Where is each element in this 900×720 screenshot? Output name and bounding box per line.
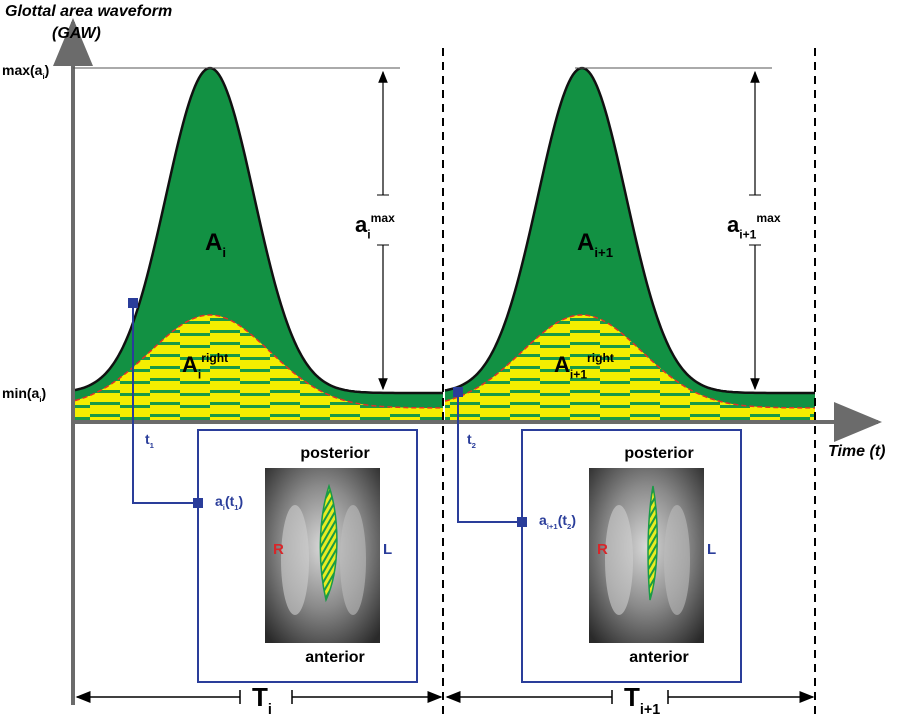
label-part: a [215,493,223,509]
image-right-label: L [707,541,716,558]
label-part: i [198,368,201,382]
glottis [647,485,658,601]
glottis [319,483,338,603]
image-frame [521,429,742,683]
label-part: ) [41,385,46,401]
label-part: A [205,229,222,256]
label-part: max(a [2,62,43,78]
label-part: a [355,212,368,237]
image-bottom-label: anterior [305,649,365,666]
label-part: a [539,512,547,528]
label-part: 1 [234,503,239,512]
label-part: A [577,229,594,256]
glottal-area [445,68,815,420]
point-value-label: ai(t1) [215,493,243,512]
waveform-curve [74,66,443,395]
label-part: (t [225,493,235,509]
waveform-curve [444,66,815,395]
x-axis-title: Time (t) [828,443,885,460]
image-left-label: R [273,541,284,558]
label-part: i+1 [547,522,559,531]
tissue-shadow [281,505,309,615]
label-part: i+1 [594,245,613,260]
amplitude-label: ai+1max [727,211,781,242]
tissue-shadow [605,505,633,615]
label-part: 2 [472,441,476,450]
right-area [75,315,443,420]
area-label: Ai+1 [577,229,613,260]
label-part: (t [558,512,568,528]
label-part: i [268,702,272,718]
label-part: i+1 [640,702,660,718]
sample-point [128,298,138,308]
period-label: Ti [252,682,272,718]
amplitude-label: aimax [355,211,395,242]
label-part: 1 [150,441,155,450]
image-left-label: R [597,541,608,558]
label-part: max [756,211,780,225]
label-part: i [39,395,41,404]
right-area-label: Ai+1right [554,351,614,382]
label-part: t [467,431,472,447]
image-frame [197,429,418,683]
label-part: i [222,245,226,260]
right-area-label: Airight [182,351,228,382]
area-label: Ai [205,229,226,260]
right-area [445,315,815,420]
label-part: T [252,682,268,712]
labels: Glottal area waveform(GAW)Time (t)max(ai… [2,3,885,718]
time-point-label: t1 [145,431,155,450]
label-part: ) [571,512,576,528]
tissue-shadow [340,505,366,615]
image-top-label: posterior [624,445,693,462]
point-value-label: ai+1(t2) [539,512,576,531]
label-part: 2 [567,522,571,531]
label-part: i [42,72,44,81]
right-area-outline [444,314,816,409]
sample-link [457,392,522,523]
label-part: A [182,352,198,377]
max-label: max(ai) [2,62,49,81]
sample-point [453,387,463,397]
right-area-outline [74,314,444,409]
label-part: min(a [2,385,40,401]
label-part: i [367,228,370,242]
time-point-label: t2 [467,431,476,450]
sample-link [132,303,198,504]
image-bottom-label: anterior [629,649,689,666]
label-part: a [727,212,740,237]
label-part: i+1 [570,368,587,382]
label-part: i [223,503,225,512]
glottal-area [75,68,443,420]
label-part: right [587,351,614,365]
label-part: i+1 [739,228,756,242]
image-right-label: L [383,541,392,558]
min-label: min(ai) [2,385,46,404]
label-part: t [145,431,150,447]
period-label: Ti+1 [624,682,660,718]
label-part: T [624,682,640,712]
y-axis-title: (GAW) [52,25,101,42]
label-part: ) [45,62,50,78]
y-axis-title: Glottal area waveform [5,3,172,20]
tissue-shadow [664,505,690,615]
label-part: max [371,211,395,225]
image-top-label: posterior [300,445,369,462]
label-part: ) [239,493,244,509]
waveforms [74,66,816,420]
label-part: A [554,352,570,377]
label-part: right [201,351,228,365]
